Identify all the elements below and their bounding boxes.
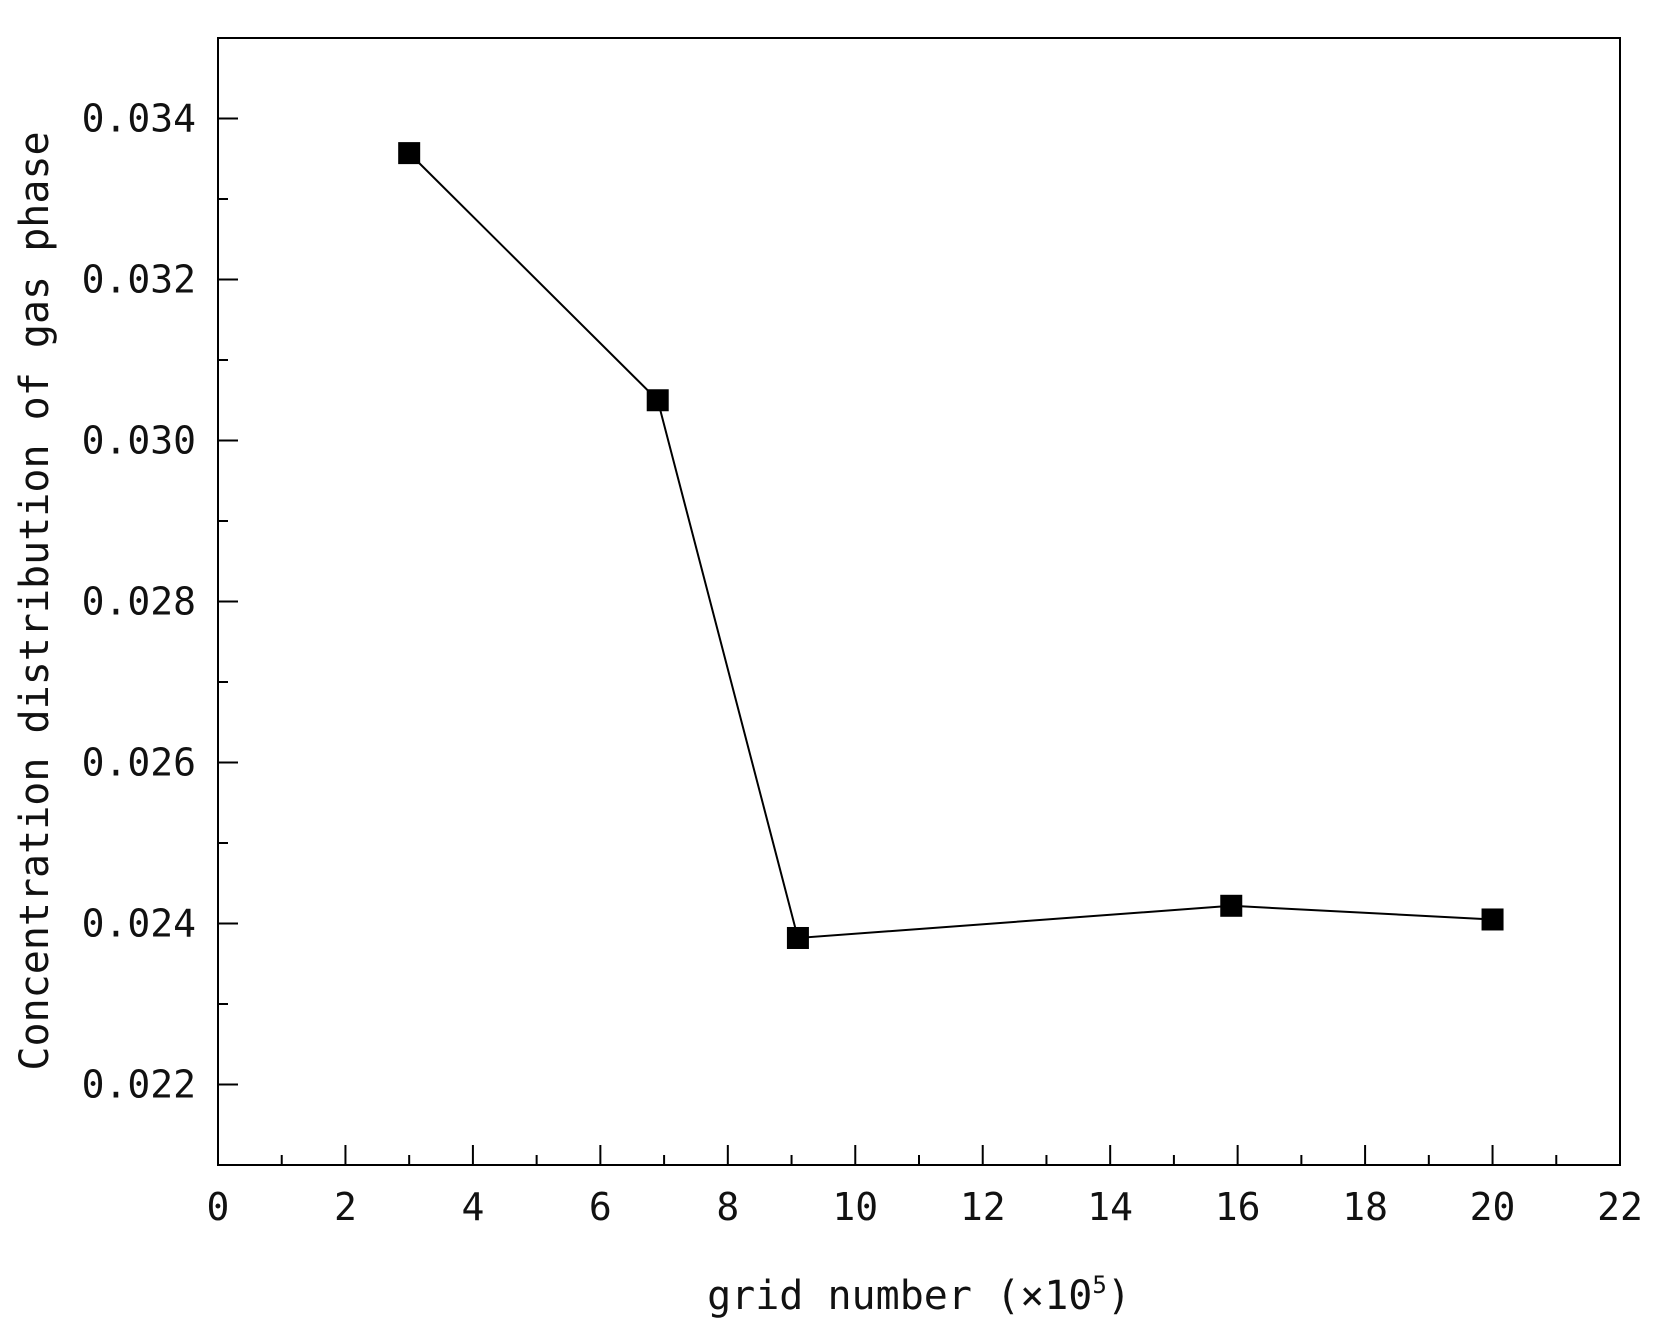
x-axis-ticks: 0 2 4 6 8 10 12 14 16 18 20 22: [207, 1145, 1643, 1229]
x-axis-title-text: grid number (×10: [707, 1273, 1092, 1319]
x-tick-label: 14: [1087, 1185, 1133, 1229]
y-axis-ticks: 0.022 0.024 0.026 0.028 0.030 0.032 0.034: [82, 97, 238, 1107]
x-tick-label: 0: [207, 1185, 230, 1229]
x-tick-label: 8: [716, 1185, 739, 1229]
y-tick-label: 0.024: [82, 902, 196, 946]
x-tick-label: 18: [1342, 1185, 1388, 1229]
data-point-marker: [1220, 894, 1243, 917]
y-tick-label: 0.022: [82, 1063, 196, 1107]
x-axis-title: grid number (×105): [707, 1271, 1131, 1319]
y-tick-label: 0.034: [82, 97, 196, 141]
x-tick-label: 20: [1470, 1185, 1516, 1229]
data-point-marker: [786, 926, 809, 949]
y-tick-label: 0.026: [82, 741, 196, 785]
data-point-marker: [646, 389, 669, 412]
series-lines: [408, 152, 1493, 940]
x-tick-label: 6: [589, 1185, 612, 1229]
x-tick-label: 16: [1215, 1185, 1261, 1229]
x-tick-label: 2: [334, 1185, 357, 1229]
x-tick-label: 10: [832, 1185, 878, 1229]
x-axis-title-close: ): [1107, 1273, 1131, 1319]
data-point-marker: [1481, 908, 1504, 931]
x-tick-label: 22: [1597, 1185, 1643, 1229]
y-axis-title: Concentration distribution of gas phase: [12, 131, 58, 1070]
plot-frame: [217, 37, 1621, 1166]
series-markers: [398, 142, 1504, 949]
y-tick-label: 0.032: [82, 258, 196, 302]
x-axis-title-exponent: 5: [1092, 1271, 1106, 1299]
series-line: [408, 152, 1493, 940]
x-tick-label: 4: [461, 1185, 484, 1229]
y-tick-label: 0.030: [82, 419, 196, 463]
data-point-marker: [398, 142, 421, 165]
x-tick-label: 12: [960, 1185, 1006, 1229]
y-tick-label: 0.028: [82, 580, 196, 624]
